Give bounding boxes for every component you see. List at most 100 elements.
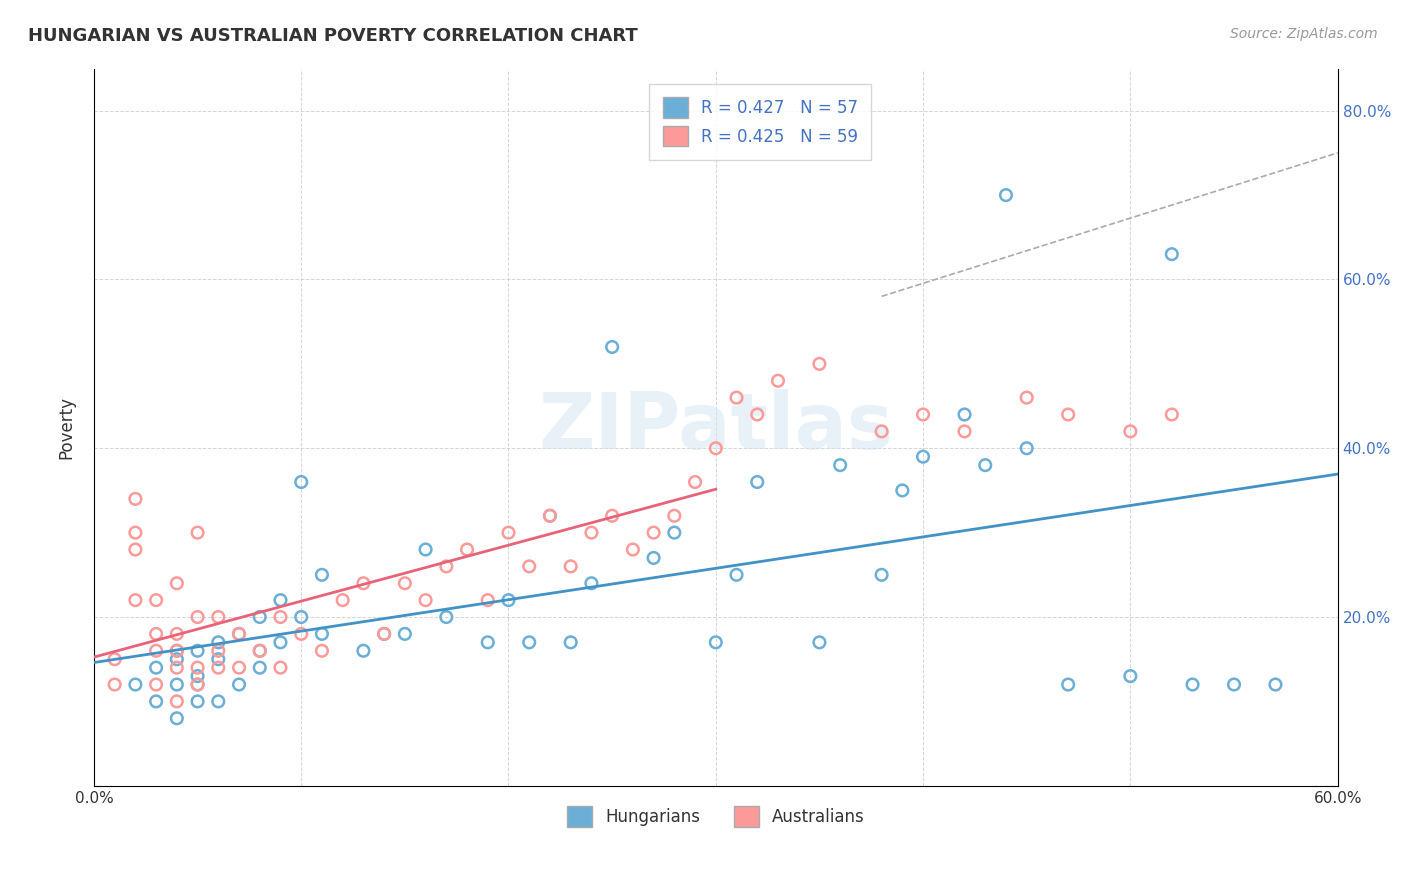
Point	[166, 644, 188, 658]
Point	[187, 660, 209, 674]
Point	[311, 644, 333, 658]
Point	[124, 593, 146, 607]
Point	[994, 188, 1017, 202]
Point	[664, 525, 686, 540]
Text: HUNGARIAN VS AUSTRALIAN POVERTY CORRELATION CHART: HUNGARIAN VS AUSTRALIAN POVERTY CORRELAT…	[28, 27, 638, 45]
Point	[1119, 669, 1142, 683]
Point	[207, 635, 229, 649]
Point	[166, 652, 188, 666]
Point	[332, 593, 354, 607]
Point	[249, 644, 271, 658]
Point	[290, 610, 312, 624]
Point	[166, 694, 188, 708]
Point	[974, 458, 997, 472]
Point	[207, 660, 229, 674]
Point	[145, 660, 167, 674]
Point	[456, 542, 478, 557]
Point	[311, 627, 333, 641]
Point	[228, 677, 250, 691]
Point	[1264, 677, 1286, 691]
Point	[953, 425, 976, 439]
Point	[1015, 442, 1038, 456]
Point	[830, 458, 852, 472]
Point	[228, 627, 250, 641]
Point	[124, 542, 146, 557]
Point	[1160, 408, 1182, 422]
Point	[870, 567, 893, 582]
Point	[145, 694, 167, 708]
Point	[1057, 408, 1080, 422]
Point	[1119, 425, 1142, 439]
Point	[477, 635, 499, 649]
Point	[434, 610, 457, 624]
Point	[187, 610, 209, 624]
Point	[621, 542, 644, 557]
Point	[249, 660, 271, 674]
Point	[187, 669, 209, 683]
Point	[1015, 391, 1038, 405]
Point	[766, 374, 789, 388]
Point	[912, 408, 935, 422]
Point	[394, 627, 416, 641]
Point	[290, 627, 312, 641]
Point	[498, 593, 520, 607]
Point	[683, 475, 706, 489]
Point	[249, 644, 271, 658]
Point	[664, 508, 686, 523]
Point	[269, 635, 291, 649]
Point	[187, 677, 209, 691]
Point	[166, 627, 188, 641]
Point	[477, 593, 499, 607]
Point	[415, 542, 437, 557]
Point	[600, 508, 623, 523]
Point	[517, 635, 540, 649]
Point	[704, 442, 727, 456]
Point	[166, 644, 188, 658]
Point	[311, 567, 333, 582]
Point	[912, 450, 935, 464]
Legend: Hungarians, Australians: Hungarians, Australians	[558, 797, 873, 835]
Point	[704, 635, 727, 649]
Point	[870, 425, 893, 439]
Point	[538, 508, 561, 523]
Point	[1057, 677, 1080, 691]
Point	[207, 644, 229, 658]
Point	[643, 525, 665, 540]
Point	[145, 627, 167, 641]
Point	[145, 644, 167, 658]
Point	[207, 694, 229, 708]
Point	[747, 475, 769, 489]
Point	[1223, 677, 1246, 691]
Point	[415, 593, 437, 607]
Point	[124, 525, 146, 540]
Point	[269, 660, 291, 674]
Point	[394, 576, 416, 591]
Point	[517, 559, 540, 574]
Point	[269, 610, 291, 624]
Point	[249, 610, 271, 624]
Point	[166, 711, 188, 725]
Point	[352, 644, 374, 658]
Point	[187, 525, 209, 540]
Point	[808, 357, 831, 371]
Point	[290, 475, 312, 489]
Point	[1181, 677, 1204, 691]
Point	[498, 525, 520, 540]
Point	[538, 508, 561, 523]
Point	[207, 652, 229, 666]
Point	[187, 677, 209, 691]
Point	[145, 593, 167, 607]
Point	[725, 567, 748, 582]
Point	[166, 576, 188, 591]
Point	[560, 635, 582, 649]
Text: ZIPatlas: ZIPatlas	[538, 389, 893, 465]
Point	[373, 627, 395, 641]
Point	[747, 408, 769, 422]
Point	[560, 559, 582, 574]
Point	[725, 391, 748, 405]
Point	[228, 660, 250, 674]
Point	[808, 635, 831, 649]
Point	[434, 559, 457, 574]
Point	[166, 660, 188, 674]
Point	[581, 576, 603, 591]
